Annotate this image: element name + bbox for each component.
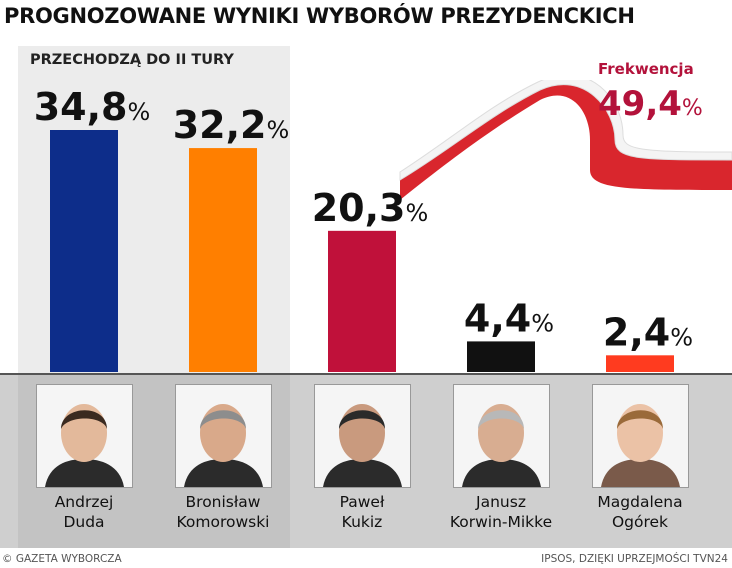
bar-value-number: 34,8 [34, 85, 128, 129]
bar-value-unit: % [266, 116, 289, 144]
bar-chart: 34,8% 32,2%20,3%4,4% 2,4% [34, 85, 693, 372]
bar-value-label-2: 32,2% [173, 103, 290, 147]
turnout-number: 49,4 [598, 84, 682, 124]
portrait-icon [176, 385, 271, 487]
bar-value-unit: % [531, 309, 554, 337]
bar-value-label-5: 2,4% [603, 310, 693, 354]
candidate-photo-3 [314, 384, 411, 488]
candidate-last-name: Kukiz [341, 513, 383, 531]
chart-title: PROGNOZOWANE WYNIKI WYBORÓW PREZYDENCKIC… [4, 4, 635, 28]
candidate-last-name: Komorowski [176, 513, 270, 531]
chart-baseline [0, 373, 732, 375]
bar-value-label-4: 4,4% [464, 296, 554, 340]
candidate-first-name: Janusz [476, 493, 526, 511]
portrait-icon [37, 385, 132, 487]
bar-value-unit: % [405, 199, 428, 227]
candidate-first-name: Magdalena [597, 493, 683, 511]
candidate-name-4: Janusz Korwin-Mikke [436, 492, 566, 532]
candidate-first-name: Bronisław [185, 493, 261, 511]
bar-3 [328, 230, 396, 372]
bar-value-label-3: 20,3% [312, 186, 429, 230]
footer-source: IPSOS, DZIĘKI UPRZEJMOŚCI TVN24 [541, 553, 728, 565]
candidate-last-name: Korwin-Mikke [449, 513, 553, 531]
bar-value-unit: % [127, 98, 150, 126]
candidate-name-2: Bronisław Komorowski [158, 492, 288, 532]
bar-value-number: 4,4 [464, 296, 531, 340]
candidate-first-name: Andrzej [54, 493, 114, 511]
candidate-name-5: Magdalena Ogórek [575, 492, 705, 532]
bar-value-number: 20,3 [312, 186, 406, 230]
turnout-value: 49,4% [598, 84, 703, 124]
footer-credit: © GAZETA WYBORCZA [2, 553, 122, 565]
bar-2 [189, 148, 257, 372]
bar-5 [606, 355, 674, 372]
bar-value-unit: % [670, 323, 693, 351]
turnout-label: Frekwencja [598, 60, 694, 78]
runoff-subtitle: PRZECHODZĄ DO II TURY [30, 52, 234, 68]
candidate-name-3: Paweł Kukiz [297, 492, 427, 532]
candidate-photo-5 [592, 384, 689, 488]
bar-4 [467, 341, 535, 372]
turnout-unit: % [681, 96, 703, 121]
bar-value-number: 2,4 [603, 310, 670, 354]
candidate-photo-2 [175, 384, 272, 488]
candidate-photo-1 [36, 384, 133, 488]
portrait-icon [454, 385, 549, 487]
candidate-name-1: Andrzej Duda [19, 492, 149, 532]
bar-value-number: 32,2 [173, 103, 267, 147]
candidate-last-name: Duda [63, 513, 105, 531]
candidate-last-name: Ogórek [611, 513, 669, 531]
bar-1 [50, 130, 118, 372]
portrait-icon [593, 385, 688, 487]
portrait-icon [315, 385, 410, 487]
bar-value-label-1: 34,8% [34, 85, 151, 129]
candidate-photo-4 [453, 384, 550, 488]
candidate-first-name: Paweł [339, 493, 385, 511]
